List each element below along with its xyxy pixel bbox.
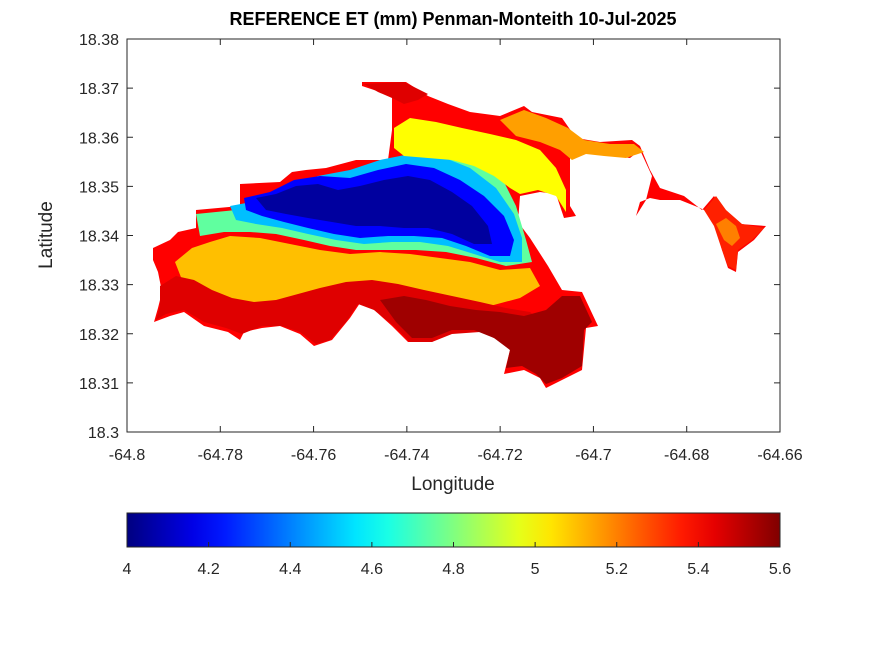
zone-north-tip (364, 82, 428, 104)
colorbar-tick-label: 5.4 (687, 561, 709, 578)
y-tick-label: 18.32 (79, 327, 119, 344)
chart-title: REFERENCE ET (mm) Penman-Monteith 10-Jul… (229, 9, 676, 29)
y-tick-label: 18.33 (79, 278, 119, 295)
colorbar-ticks: 4 4.2 4.4 4.6 4.8 5 5.2 5.4 5.6 (123, 542, 791, 578)
y-tick-label: 18.37 (79, 81, 119, 98)
colorbar-tick-label: 5 (531, 561, 540, 578)
x-tick-label: -64.66 (757, 447, 802, 464)
colorbar-tick-label: 4.2 (198, 561, 220, 578)
zone-north-central (394, 118, 566, 212)
y-tick-label: 18.34 (79, 229, 119, 246)
zone-east-peninsula-core (716, 218, 740, 246)
y-tick-label: 18.31 (79, 376, 119, 393)
x-tick-label: -64.74 (384, 447, 429, 464)
x-tick-label: -64.72 (477, 447, 522, 464)
x-axis-label: Longitude (411, 474, 494, 495)
colorbar-tick-label: 4.4 (279, 561, 301, 578)
colorbar-tick-label: 4.6 (361, 561, 383, 578)
x-axis: -64.8 -64.78 -64.76 -64.74 -64.72 -64.7 -64.68… (109, 39, 803, 464)
x-tick-label: -64.76 (291, 447, 336, 464)
y-tick-label: 18.36 (79, 130, 119, 147)
colorbar (126, 512, 781, 548)
x-tick-label: -64.8 (109, 447, 146, 464)
y-tick-label: 18.3 (88, 425, 119, 442)
x-tick-label: -64.78 (198, 447, 243, 464)
zone-southeast-shore (380, 296, 592, 384)
y-axis-label: Latitude (36, 201, 57, 269)
y-axis: 18.3 18.31 18.32 18.33 18.34 18.35 18.36 18.37 1… (79, 32, 780, 442)
zone-north-lobe (500, 110, 644, 160)
colorbar-tick-label: 5.6 (769, 561, 791, 578)
colorbar-tick-label: 4 (123, 561, 132, 578)
zone-ridge-peak (256, 176, 492, 244)
zone-south-coast (156, 276, 550, 350)
x-tick-label: -64.68 (664, 447, 709, 464)
y-tick-label: 18.38 (79, 32, 119, 49)
et-map (153, 82, 766, 388)
y-tick-label: 18.35 (79, 179, 119, 196)
colorbar-tick-label: 5.2 (606, 561, 628, 578)
colorbar-tick-label: 4.8 (442, 561, 464, 578)
x-tick-label: -64.7 (575, 447, 612, 464)
